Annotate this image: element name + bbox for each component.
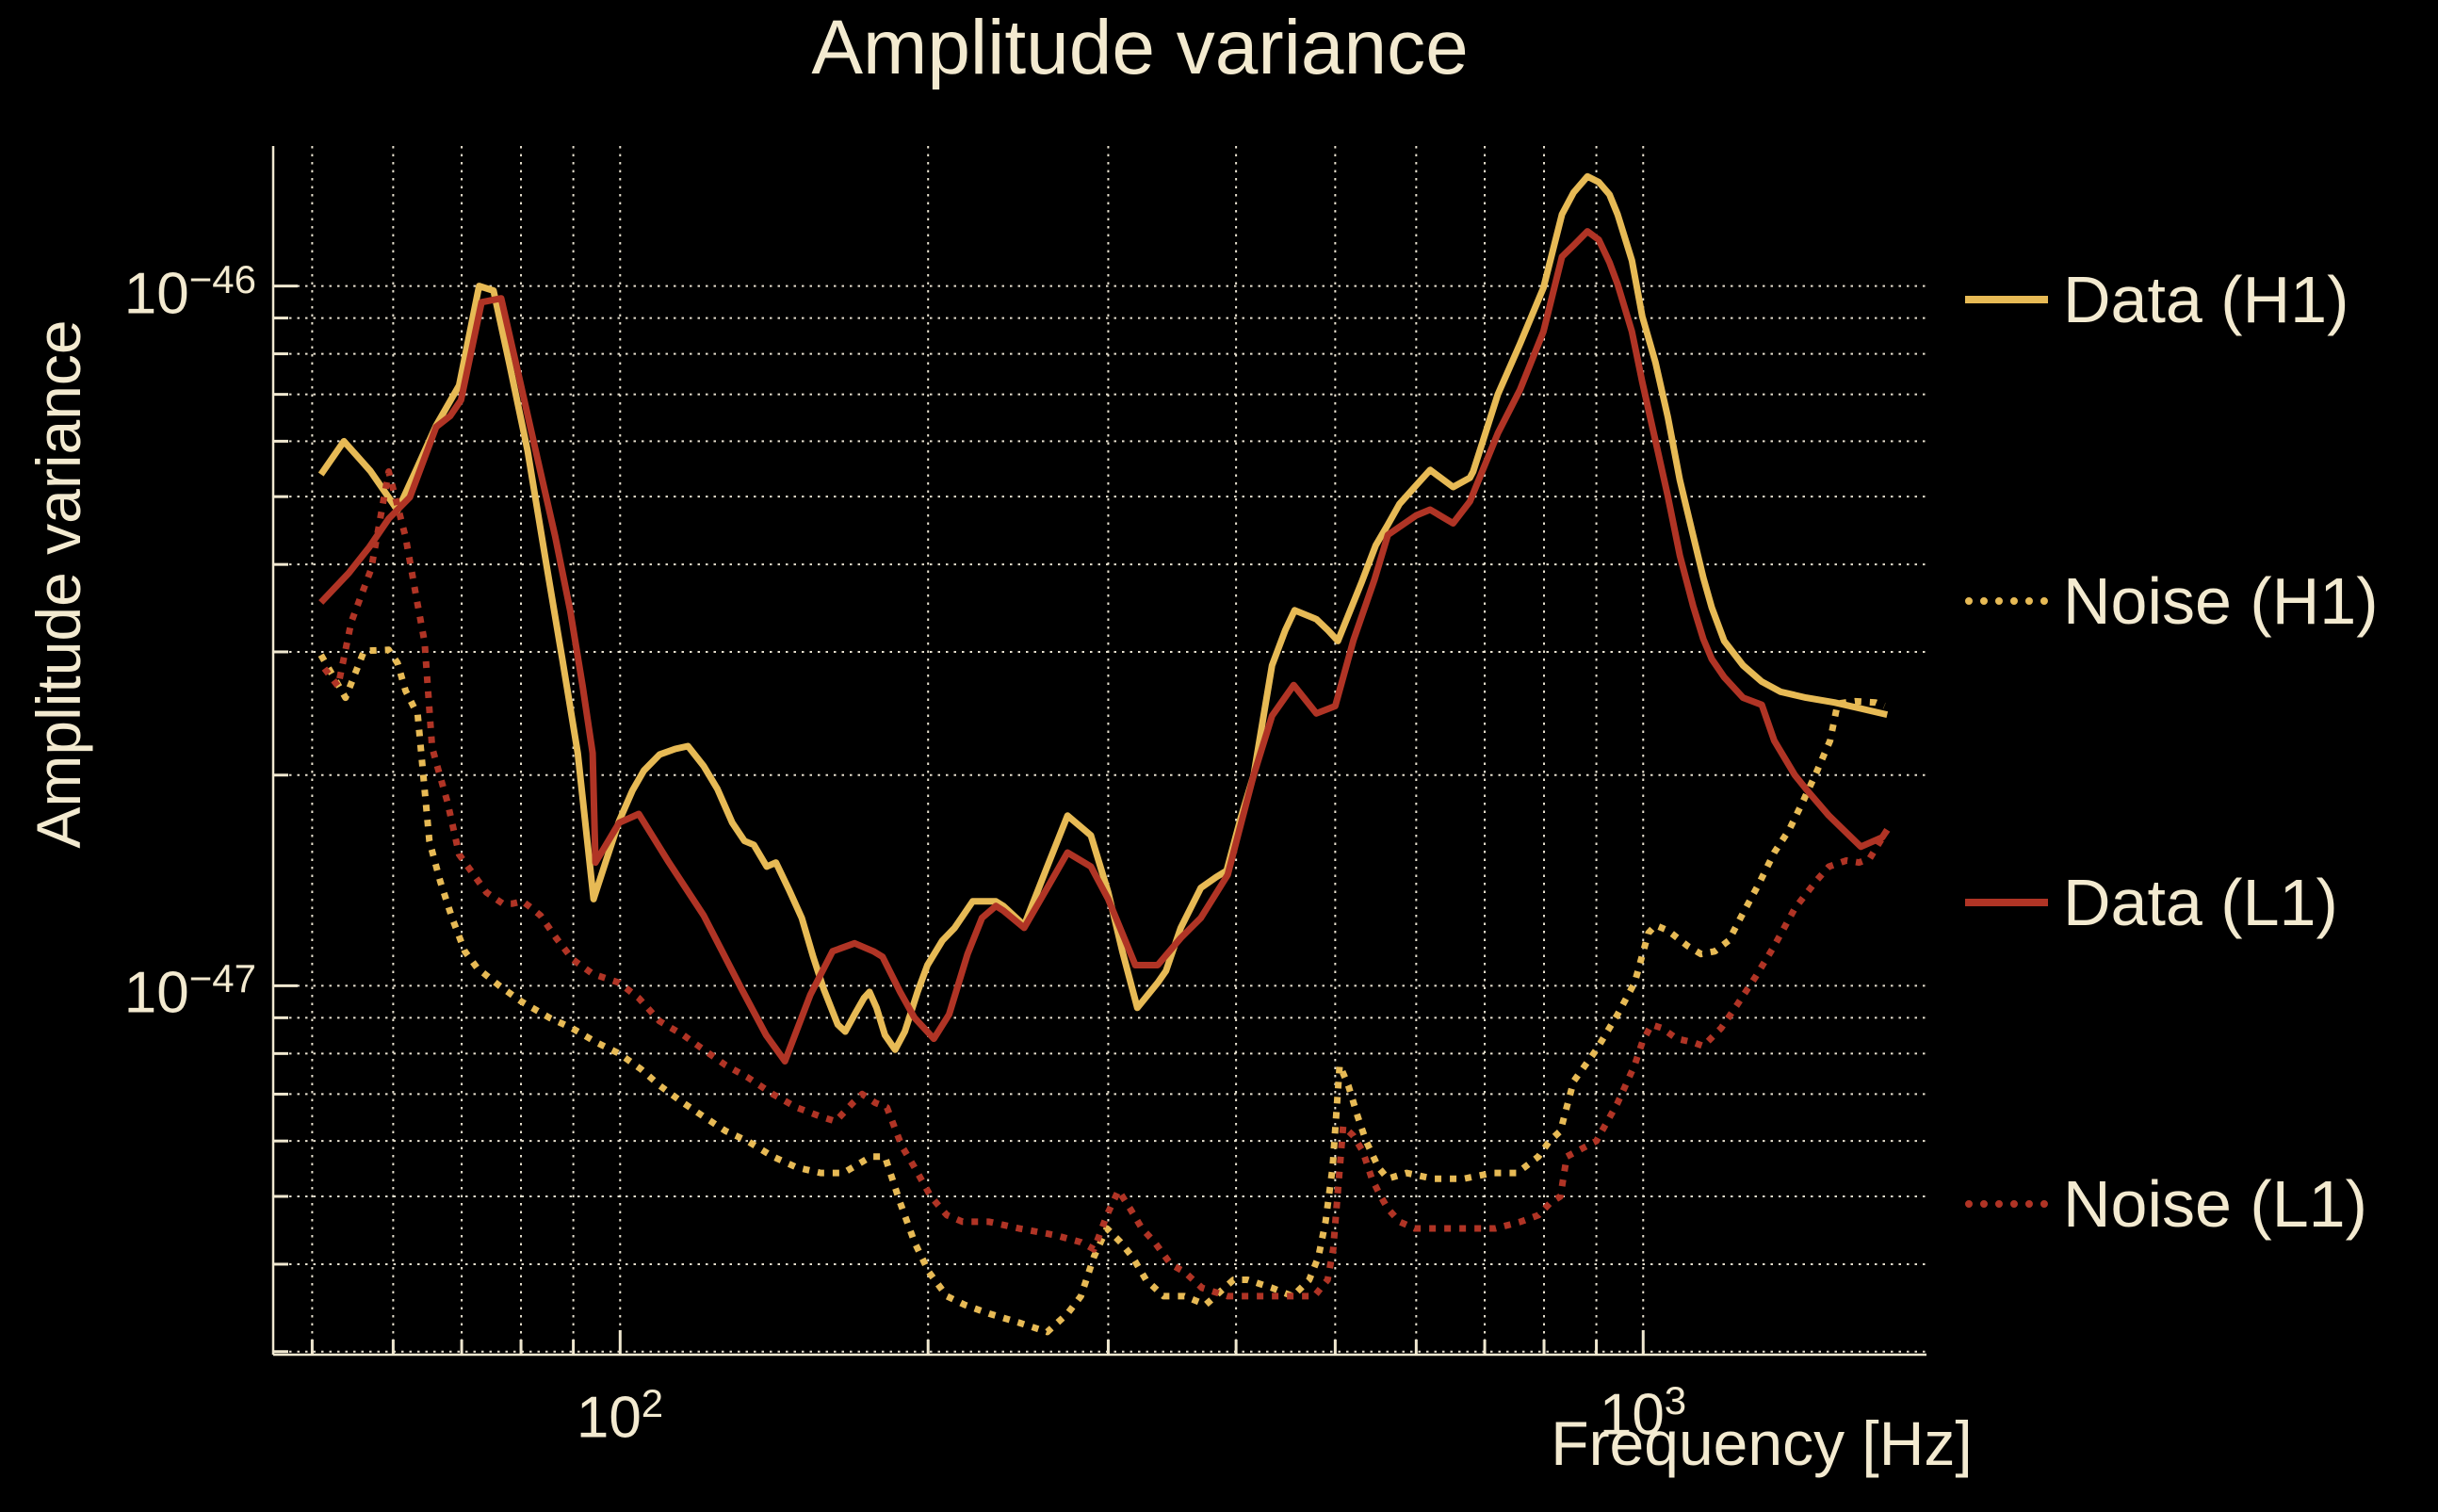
series-line-data-h1 xyxy=(317,172,1889,1053)
y-tick-exponent: −46 xyxy=(188,257,256,301)
x-tick-label-1000: 103 xyxy=(1600,1368,1686,1449)
y-tick-label-1e-46: 10−46 xyxy=(0,247,256,328)
y-axis-label: Amplitude variance xyxy=(24,319,93,849)
y-tick-exponent: −47 xyxy=(188,956,256,1000)
series-line-data-l1 xyxy=(318,228,1891,1065)
legend-label: Noise (H1) xyxy=(2063,564,2379,638)
x-axis-label: Frequency [Hz] xyxy=(1551,1408,1973,1478)
x-tick-label-100: 102 xyxy=(577,1371,663,1452)
legend-line-sample-solid-h1-icon xyxy=(1965,296,2048,303)
legend-label: Data (H1) xyxy=(2063,263,2349,336)
x-tick-base: 10 xyxy=(1599,1382,1665,1448)
y-tick-base: 10 xyxy=(123,261,189,327)
y-tick-base: 10 xyxy=(123,960,189,1026)
x-tick-exponent: 2 xyxy=(641,1381,664,1425)
legend-label: Noise (L1) xyxy=(2063,1167,2367,1241)
x-tick-exponent: 3 xyxy=(1664,1378,1687,1423)
legend-label: Data (L1) xyxy=(2063,866,2338,939)
x-tick-base: 10 xyxy=(576,1385,642,1451)
legend-line-sample-solid-l1-icon xyxy=(1965,899,2048,906)
series-line-noise-h1 xyxy=(317,646,1886,1336)
legend-line-sample-dotted-l1-icon xyxy=(1965,1200,2048,1208)
y-tick-label-1e-47: 10−47 xyxy=(0,946,256,1027)
chart-title: Amplitude variance xyxy=(811,5,1469,90)
legend-line-sample-dotted-h1-icon xyxy=(1965,597,2048,605)
